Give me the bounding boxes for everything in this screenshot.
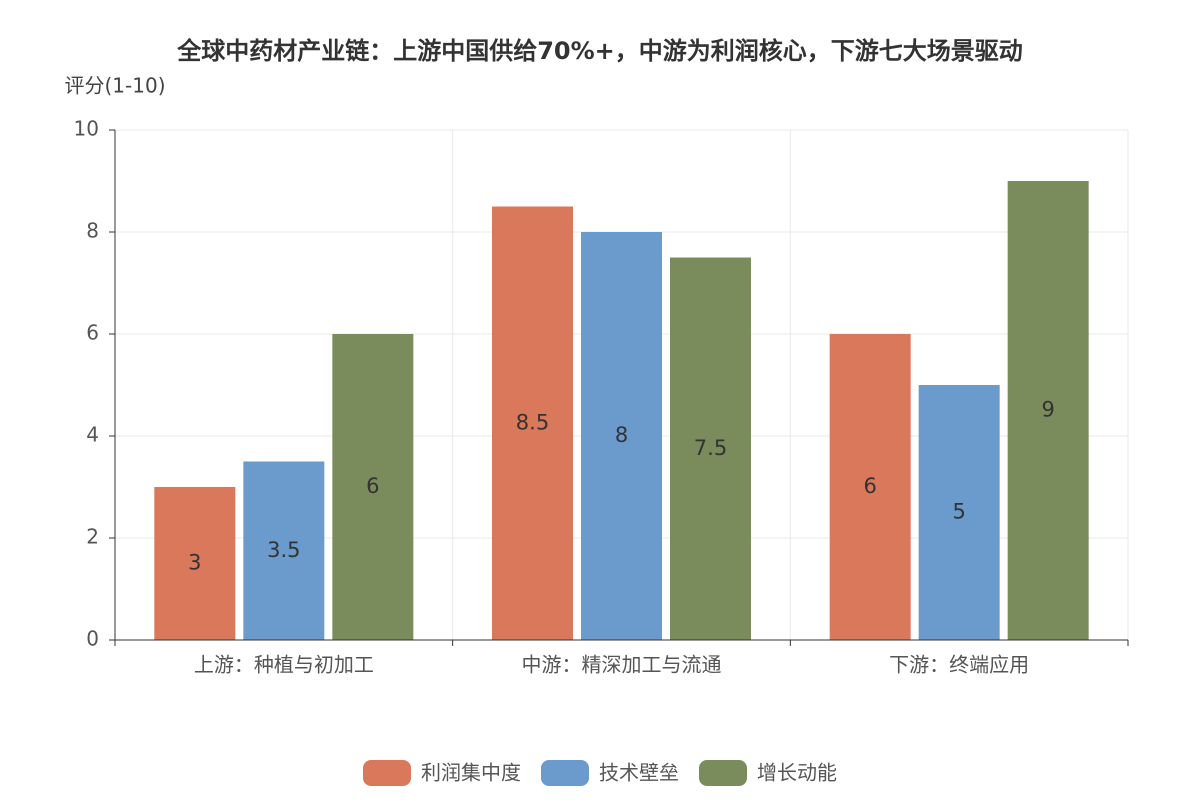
value-label: 8	[615, 423, 628, 447]
bar	[492, 206, 573, 640]
y-tick-label: 6	[86, 321, 99, 345]
bar	[670, 257, 751, 640]
value-label: 8.5	[516, 410, 549, 434]
value-label: 9	[1041, 398, 1054, 422]
y-tick-label: 4	[86, 423, 99, 447]
x-tick-label: 下游：终端应用	[889, 653, 1029, 677]
legend-swatch	[699, 760, 747, 786]
legend-label: 利润集中度	[421, 761, 521, 785]
value-label: 6	[366, 474, 379, 498]
legend: 利润集中度 技术壁垒 增长动能	[363, 760, 837, 786]
y-axis-label: 评分(1-10)	[65, 74, 166, 98]
legend-label: 技术壁垒	[599, 761, 679, 785]
value-label: 5	[952, 500, 965, 524]
x-tick-label: 中游：精深加工与流通	[522, 653, 722, 677]
bar	[243, 461, 325, 640]
legend-label: 增长动能	[757, 761, 837, 785]
bar	[154, 487, 236, 640]
legend-swatch	[541, 760, 589, 786]
bar	[1007, 181, 1089, 640]
bar	[918, 385, 1000, 640]
value-label: 7.5	[694, 436, 727, 460]
legend-swatch	[363, 760, 411, 786]
x-tick-label: 上游：种植与初加工	[194, 653, 374, 677]
value-label: 3.5	[267, 538, 300, 562]
y-tick-label: 0	[86, 627, 99, 651]
bar	[332, 334, 414, 640]
y-tick-label: 8	[86, 219, 99, 243]
bar	[829, 334, 911, 640]
y-tick-label: 10	[74, 117, 99, 141]
value-label: 6	[863, 474, 876, 498]
bar	[581, 232, 662, 640]
value-label: 3	[188, 551, 201, 575]
y-tick-label: 2	[86, 525, 99, 549]
chart-title: 全球中药材产业链：上游中国供给70%+，中游为利润核心，下游七大场景驱动	[176, 37, 1023, 65]
